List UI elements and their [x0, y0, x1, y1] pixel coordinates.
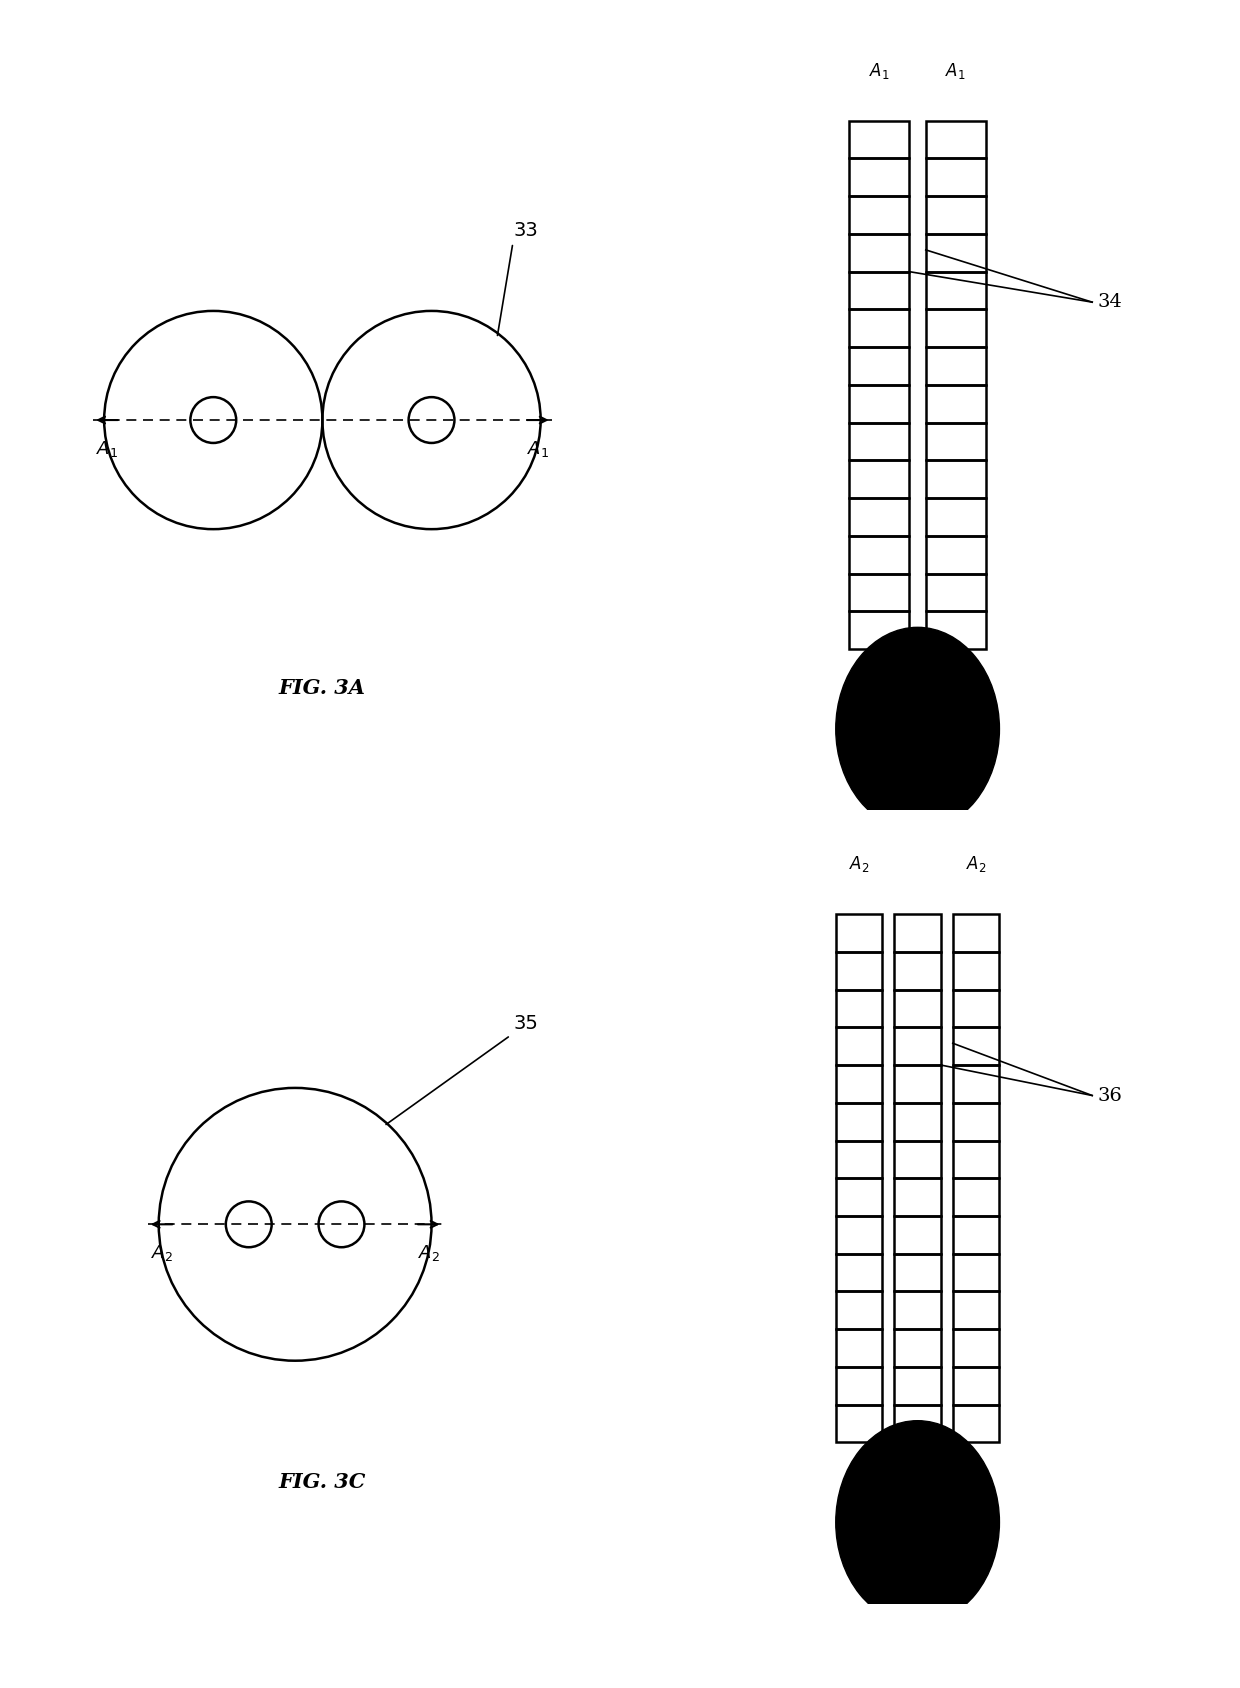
- Bar: [952, 1028, 999, 1065]
- Bar: [849, 461, 909, 498]
- Text: $A_2$: $A_2$: [150, 1244, 172, 1263]
- Text: FIG. 3A: FIG. 3A: [279, 679, 366, 699]
- Text: 33: 33: [497, 221, 538, 336]
- Text: $A_1$: $A_1$: [869, 61, 890, 81]
- Bar: [894, 1367, 941, 1404]
- Bar: [849, 159, 909, 196]
- Bar: [836, 915, 883, 952]
- Bar: [849, 235, 909, 272]
- Bar: [952, 1328, 999, 1367]
- Bar: [894, 1215, 941, 1254]
- Text: 35: 35: [386, 1014, 538, 1124]
- Bar: [926, 196, 986, 235]
- Bar: [849, 309, 909, 348]
- Bar: [849, 611, 909, 650]
- Text: $A_1$: $A_1$: [945, 61, 966, 81]
- Bar: [952, 1367, 999, 1404]
- Ellipse shape: [836, 1421, 999, 1624]
- Bar: [894, 1404, 941, 1443]
- Text: 36: 36: [1097, 1087, 1122, 1104]
- Bar: [952, 1291, 999, 1328]
- Bar: [952, 989, 999, 1028]
- Bar: [952, 1141, 999, 1178]
- Bar: [836, 952, 883, 989]
- Bar: [894, 952, 941, 989]
- Bar: [849, 196, 909, 235]
- Bar: [926, 574, 986, 611]
- Text: $A_2$: $A_2$: [849, 854, 869, 874]
- Text: $A_2$: $A_2$: [966, 854, 986, 874]
- Bar: [849, 120, 909, 159]
- Bar: [849, 385, 909, 422]
- Text: $A_1$: $A_1$: [527, 439, 549, 459]
- Bar: [952, 1065, 999, 1102]
- Ellipse shape: [836, 628, 999, 830]
- Bar: [926, 611, 986, 650]
- Bar: [894, 1028, 941, 1065]
- Bar: [836, 1178, 883, 1215]
- Bar: [952, 1254, 999, 1291]
- Bar: [836, 989, 883, 1028]
- Text: $A_1$: $A_1$: [95, 439, 118, 459]
- Bar: [926, 535, 986, 574]
- Text: FIG. 3C: FIG. 3C: [279, 1472, 366, 1492]
- Text: FIG. 3B: FIG. 3B: [873, 776, 962, 795]
- Bar: [894, 915, 941, 952]
- Bar: [894, 1065, 941, 1102]
- Bar: [952, 1102, 999, 1141]
- Bar: [926, 461, 986, 498]
- Bar: [894, 1102, 941, 1141]
- Bar: [952, 952, 999, 989]
- Bar: [836, 1291, 883, 1328]
- Bar: [894, 1141, 941, 1178]
- Bar: [836, 1065, 883, 1102]
- Bar: [952, 1215, 999, 1254]
- Bar: [849, 422, 909, 461]
- Bar: [894, 989, 941, 1028]
- Bar: [849, 535, 909, 574]
- Text: FIG. 3D: FIG. 3D: [873, 1570, 962, 1588]
- Text: $A_2$: $A_2$: [418, 1244, 440, 1263]
- Bar: [926, 235, 986, 272]
- Bar: [836, 1028, 883, 1065]
- Bar: [836, 1328, 883, 1367]
- Bar: [849, 348, 909, 385]
- Bar: [952, 1404, 999, 1443]
- Bar: [926, 120, 986, 159]
- Bar: [836, 1404, 883, 1443]
- Bar: [926, 422, 986, 461]
- Bar: [894, 1328, 941, 1367]
- Bar: [836, 1102, 883, 1141]
- Text: 34: 34: [1097, 294, 1122, 311]
- Bar: [926, 348, 986, 385]
- Bar: [926, 385, 986, 422]
- Bar: [849, 498, 909, 535]
- Bar: [926, 309, 986, 348]
- Bar: [926, 272, 986, 309]
- Bar: [836, 1254, 883, 1291]
- Bar: [849, 272, 909, 309]
- Bar: [836, 1141, 883, 1178]
- Bar: [894, 1254, 941, 1291]
- Bar: [952, 915, 999, 952]
- Bar: [836, 1367, 883, 1404]
- Bar: [952, 1178, 999, 1215]
- Bar: [894, 1291, 941, 1328]
- Bar: [849, 574, 909, 611]
- Bar: [926, 159, 986, 196]
- Bar: [926, 498, 986, 535]
- Bar: [894, 1178, 941, 1215]
- Bar: [836, 1215, 883, 1254]
